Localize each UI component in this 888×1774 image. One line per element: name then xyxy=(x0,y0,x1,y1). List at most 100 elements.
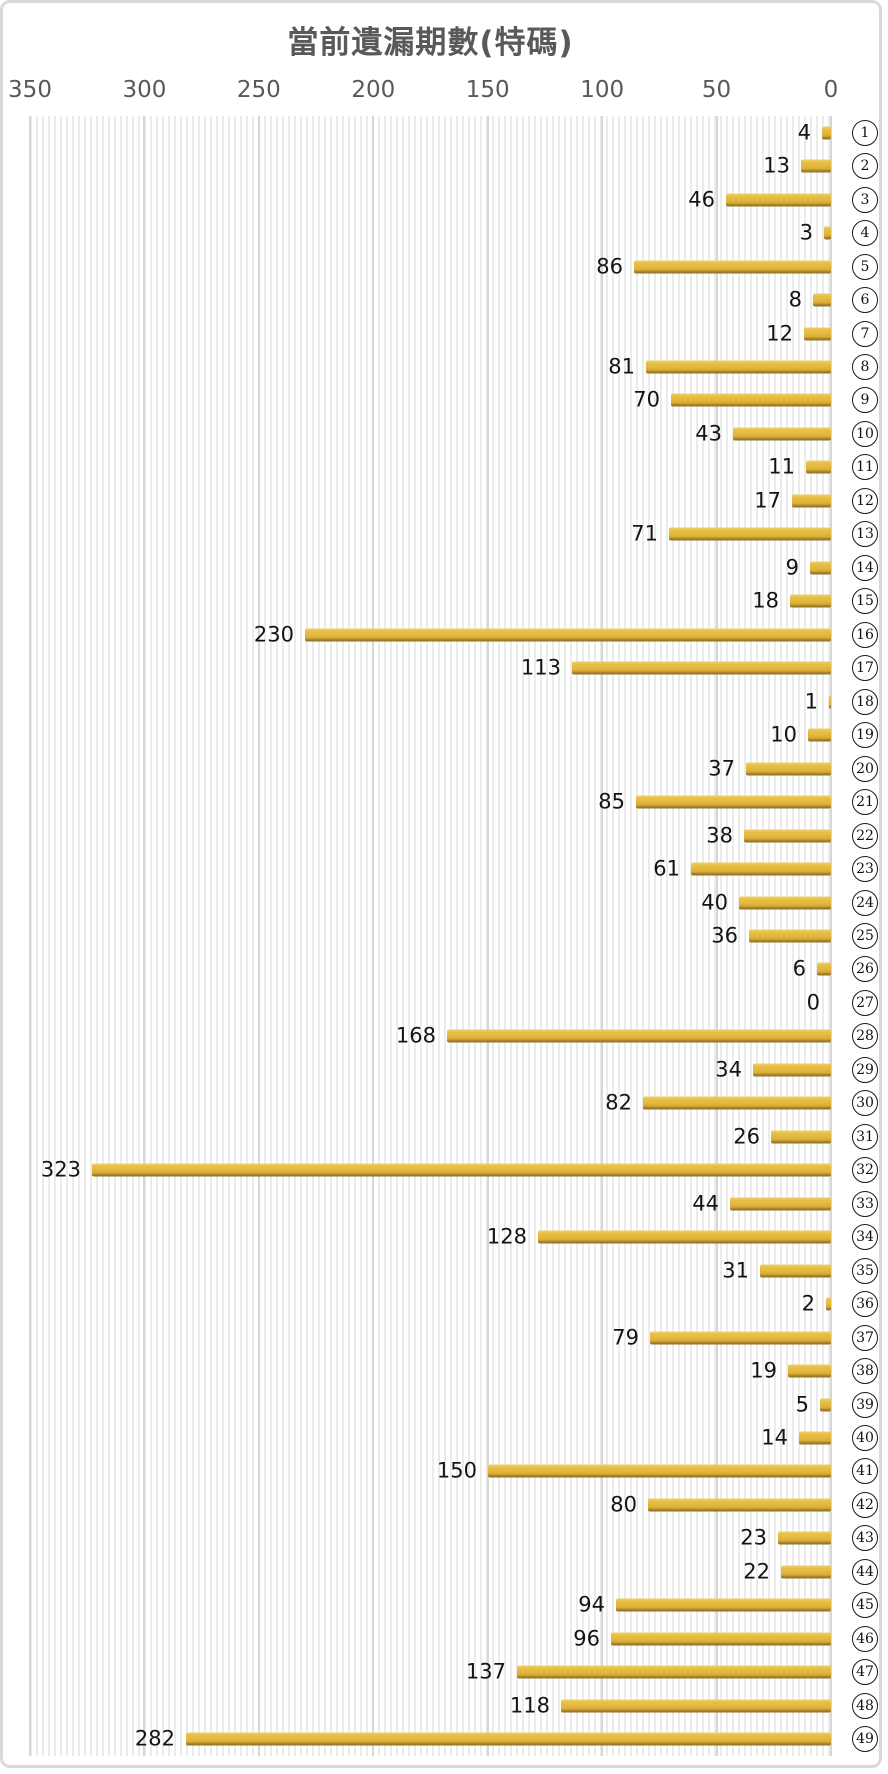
category-circled-number: 23 xyxy=(852,856,878,883)
bar xyxy=(611,1632,831,1646)
category-circled-number: 27 xyxy=(852,989,878,1016)
value-label: 34 xyxy=(715,1057,742,1082)
bar xyxy=(746,762,831,776)
value-label: 23 xyxy=(740,1525,767,1550)
bar xyxy=(726,193,831,207)
value-label: 9 xyxy=(785,555,799,580)
category-circled-number: 28 xyxy=(852,1023,878,1050)
value-label: 8 xyxy=(788,287,802,312)
bar xyxy=(813,293,831,307)
bar-row: 36 25 xyxy=(30,919,878,952)
bar xyxy=(671,393,831,407)
value-label: 71 xyxy=(631,521,658,546)
category-circled-number: 13 xyxy=(852,521,878,548)
bar xyxy=(733,427,831,441)
bar-row: 323 32 xyxy=(30,1154,878,1187)
bar-row: 14 40 xyxy=(30,1421,878,1454)
category-circled-number: 32 xyxy=(852,1157,878,1184)
gridline xyxy=(372,116,375,1756)
bar xyxy=(792,494,831,508)
category-circled-number: 39 xyxy=(852,1391,878,1418)
bar-rows: 4 1 13 2 46 3 3 4 86 5 8 6 12 7 81 8 70 9 43 10 11 11 17 12 71 13… xyxy=(30,116,878,1756)
bar-row: 11 11 xyxy=(30,451,878,484)
category-circled-number: 24 xyxy=(852,889,878,916)
bar xyxy=(781,1565,831,1579)
bar-row: 80 42 xyxy=(30,1488,878,1521)
bar xyxy=(636,795,831,809)
category-circled-number: 42 xyxy=(852,1491,878,1518)
category-circled-number: 18 xyxy=(852,688,878,715)
category-circled-number: 31 xyxy=(852,1123,878,1150)
category-circled-number: 9 xyxy=(852,387,878,414)
bar xyxy=(820,1398,831,1412)
value-label: 36 xyxy=(711,923,738,948)
bar xyxy=(753,1063,831,1077)
bar-row: 86 5 xyxy=(30,250,878,283)
value-label: 4 xyxy=(797,120,811,145)
value-label: 17 xyxy=(754,488,781,513)
bar xyxy=(739,896,831,910)
x-axis-tick: 50 xyxy=(701,77,732,103)
category-circled-number: 43 xyxy=(852,1525,878,1552)
category-circled-number: 38 xyxy=(852,1358,878,1385)
bar-row: 1 18 xyxy=(30,685,878,718)
bar-row: 81 8 xyxy=(30,350,878,383)
value-label: 40 xyxy=(701,890,728,915)
gridline xyxy=(143,116,146,1756)
bar-row: 31 35 xyxy=(30,1254,878,1287)
value-label: 5 xyxy=(795,1392,809,1417)
value-label: 3 xyxy=(799,220,813,245)
category-circled-number: 20 xyxy=(852,755,878,782)
bar xyxy=(517,1665,831,1679)
bar xyxy=(634,260,831,274)
bar-row: 46 3 xyxy=(30,183,878,216)
bar xyxy=(824,226,831,240)
bar xyxy=(616,1598,831,1612)
x-axis-tick: 350 xyxy=(8,77,52,103)
value-label: 2 xyxy=(801,1291,815,1316)
bar-row: 44 33 xyxy=(30,1187,878,1220)
category-circled-number: 35 xyxy=(852,1257,878,1284)
bar-row: 2 36 xyxy=(30,1287,878,1320)
category-circled-number: 41 xyxy=(852,1458,878,1485)
bar-row: 18 15 xyxy=(30,585,878,618)
bar-row: 43 10 xyxy=(30,417,878,450)
category-circled-number: 49 xyxy=(852,1726,878,1753)
bar xyxy=(650,1331,831,1345)
value-label: 22 xyxy=(743,1559,770,1584)
bar-row: 150 41 xyxy=(30,1455,878,1488)
bar xyxy=(186,1732,831,1746)
bar-row: 70 9 xyxy=(30,384,878,417)
bar-row: 10 19 xyxy=(30,718,878,751)
value-label: 230 xyxy=(253,622,294,647)
x-axis-tick: 250 xyxy=(236,77,281,103)
bar-row: 19 38 xyxy=(30,1354,878,1387)
value-label: 13 xyxy=(763,153,790,178)
category-circled-number: 47 xyxy=(852,1659,878,1686)
category-circled-number: 22 xyxy=(852,822,878,849)
category-circled-number: 36 xyxy=(852,1291,878,1318)
bar xyxy=(305,628,831,642)
bar xyxy=(810,561,831,575)
bar xyxy=(92,1163,831,1177)
bar xyxy=(646,360,831,374)
category-circled-number: 30 xyxy=(852,1090,878,1117)
bar xyxy=(826,1297,831,1311)
bar-row: 40 24 xyxy=(30,886,878,919)
category-circled-number: 16 xyxy=(852,621,878,648)
category-circled-number: 33 xyxy=(852,1190,878,1217)
category-circled-number: 19 xyxy=(852,722,878,749)
x-axis-tick-labels: 350 300 250 200 150 100 50 0 xyxy=(8,77,838,105)
category-circled-number: 4 xyxy=(852,220,878,247)
bar xyxy=(817,962,831,976)
category-circled-number: 8 xyxy=(852,354,878,381)
value-label: 1 xyxy=(804,689,818,714)
bar xyxy=(488,1464,831,1478)
category-circled-number: 21 xyxy=(852,789,878,816)
value-label: 0 xyxy=(806,990,820,1015)
category-circled-number: 40 xyxy=(852,1425,878,1452)
value-label: 80 xyxy=(610,1492,637,1517)
bar-row: 5 39 xyxy=(30,1388,878,1421)
